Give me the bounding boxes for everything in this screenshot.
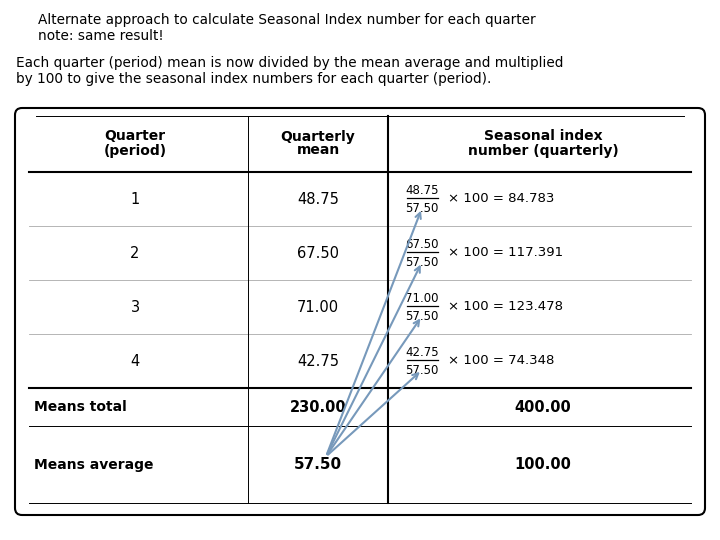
- Text: 67.50: 67.50: [297, 246, 339, 260]
- Text: × 100 = 117.391: × 100 = 117.391: [448, 246, 563, 260]
- Text: Alternate approach to calculate Seasonal Index number for each quarter: Alternate approach to calculate Seasonal…: [38, 13, 536, 27]
- Text: 2: 2: [130, 246, 140, 260]
- Text: Means total: Means total: [34, 400, 127, 414]
- Text: 230.00: 230.00: [289, 400, 346, 415]
- Text: 57.50: 57.50: [294, 457, 342, 472]
- Text: (period): (period): [104, 144, 166, 158]
- Text: 57.50: 57.50: [405, 255, 438, 268]
- Text: 3: 3: [130, 300, 140, 314]
- Text: 71.00: 71.00: [297, 300, 339, 314]
- Text: 71.00: 71.00: [405, 292, 438, 305]
- Text: 57.50: 57.50: [405, 309, 438, 322]
- Text: note: same result!: note: same result!: [38, 29, 163, 43]
- Text: 48.75: 48.75: [405, 184, 438, 197]
- Text: 42.75: 42.75: [405, 346, 438, 359]
- Text: number (quarterly): number (quarterly): [467, 144, 618, 158]
- Text: 48.75: 48.75: [297, 192, 339, 206]
- Text: 4: 4: [130, 354, 140, 368]
- Text: 57.50: 57.50: [405, 363, 438, 376]
- Text: Each quarter (period) mean is now divided by the mean average and multiplied: Each quarter (period) mean is now divide…: [16, 56, 563, 70]
- Text: 42.75: 42.75: [297, 354, 339, 368]
- Text: Quarterly: Quarterly: [281, 130, 356, 144]
- Text: Seasonal index: Seasonal index: [484, 130, 603, 144]
- Text: 100.00: 100.00: [515, 457, 572, 472]
- Text: Quarter: Quarter: [104, 130, 166, 144]
- Text: × 100 = 74.348: × 100 = 74.348: [448, 354, 554, 368]
- Text: mean: mean: [297, 144, 340, 158]
- Text: 1: 1: [130, 192, 140, 206]
- FancyBboxPatch shape: [15, 108, 705, 515]
- Text: × 100 = 84.783: × 100 = 84.783: [448, 192, 554, 206]
- Text: by 100 to give the seasonal index numbers for each quarter (period).: by 100 to give the seasonal index number…: [16, 72, 491, 86]
- Text: 57.50: 57.50: [405, 201, 438, 214]
- Text: × 100 = 123.478: × 100 = 123.478: [448, 300, 563, 314]
- Text: 67.50: 67.50: [405, 238, 438, 251]
- Text: 400.00: 400.00: [515, 400, 572, 415]
- Text: Means average: Means average: [34, 457, 153, 471]
